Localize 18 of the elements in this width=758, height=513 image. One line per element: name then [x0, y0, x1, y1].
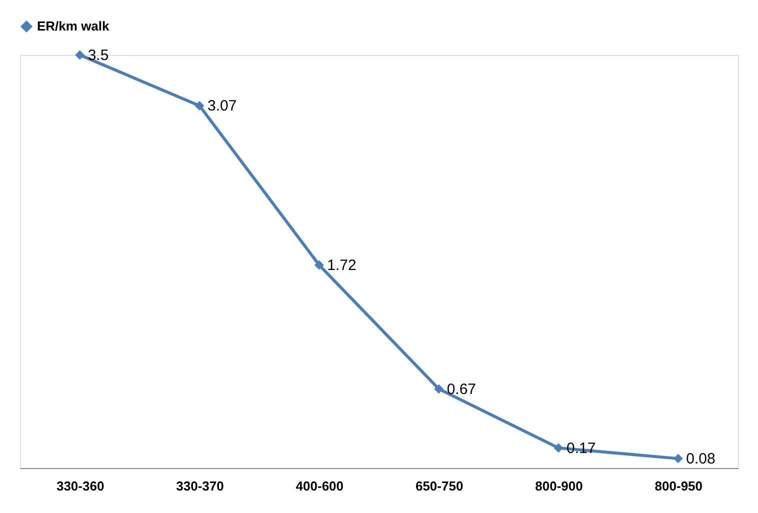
x-tick-label: 330-360: [56, 478, 104, 494]
point: [194, 100, 204, 110]
x-tick-label: 800-950: [654, 478, 703, 494]
data-label: 3.5: [88, 47, 109, 64]
data-label: 0.67: [446, 380, 476, 398]
data-label: 1.72: [327, 257, 356, 274]
point: [314, 260, 324, 270]
x-tick-label: 800-900: [535, 478, 583, 494]
point: [75, 50, 85, 60]
x-tick-label: 650-750: [415, 478, 464, 494]
data-label: 0.08: [686, 450, 716, 468]
point: [554, 443, 564, 453]
data-label: 3.07: [208, 98, 237, 115]
x-tick-label: 400-600: [296, 478, 344, 494]
point: [434, 384, 444, 394]
x-tick-label: 330-370: [176, 478, 224, 494]
point: [673, 454, 683, 464]
legend-label: ER/km walk: [37, 18, 110, 34]
